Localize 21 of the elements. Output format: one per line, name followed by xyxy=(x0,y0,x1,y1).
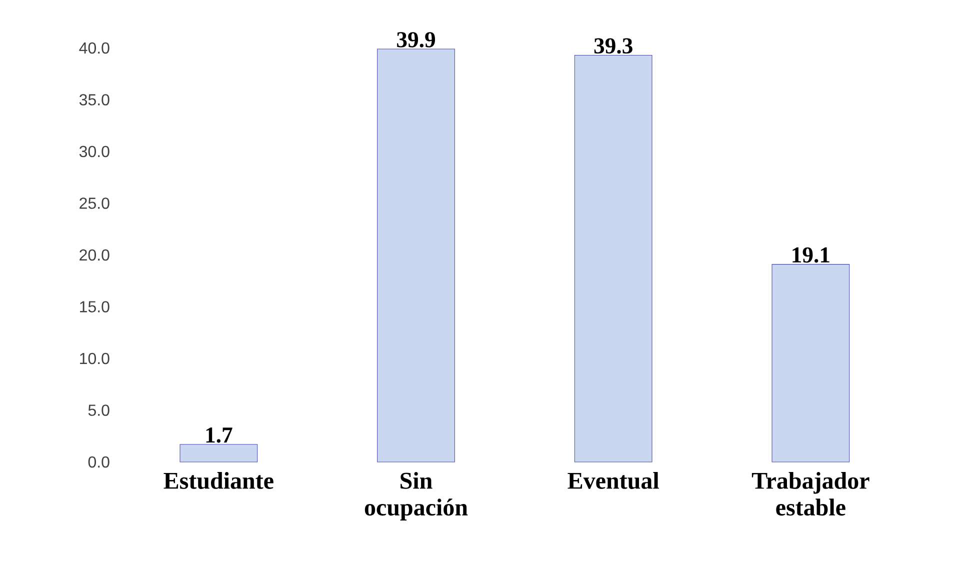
x-tick-label: Estudiante xyxy=(164,472,274,489)
x-tick-label: Eventual xyxy=(568,472,659,489)
bar xyxy=(574,54,652,462)
y-tick-label: 40.0 xyxy=(79,42,110,54)
data-label: 39.3 xyxy=(594,38,632,54)
y-tick-label: 5.0 xyxy=(88,404,110,416)
bar xyxy=(377,48,455,462)
bar xyxy=(772,264,850,462)
y-tick-label: 25.0 xyxy=(80,198,110,209)
y-tick-label: 20.0 xyxy=(80,249,110,261)
y-tick-label: 0.0 xyxy=(88,456,110,468)
y-tick-label: 15.0 xyxy=(80,301,110,312)
data-label: 39.9 xyxy=(397,32,436,48)
x-tick-label: Trabajador estable xyxy=(752,472,870,516)
y-tick-label: 35.0 xyxy=(79,94,110,106)
y-tick-label: 30.0 xyxy=(79,146,110,158)
bar xyxy=(180,444,258,462)
x-tick-label: Sin ocupación xyxy=(364,472,468,520)
y-tick-label: 10.0 xyxy=(80,352,110,364)
data-label: 1.7 xyxy=(206,428,232,443)
data-label: 19.1 xyxy=(792,247,830,263)
